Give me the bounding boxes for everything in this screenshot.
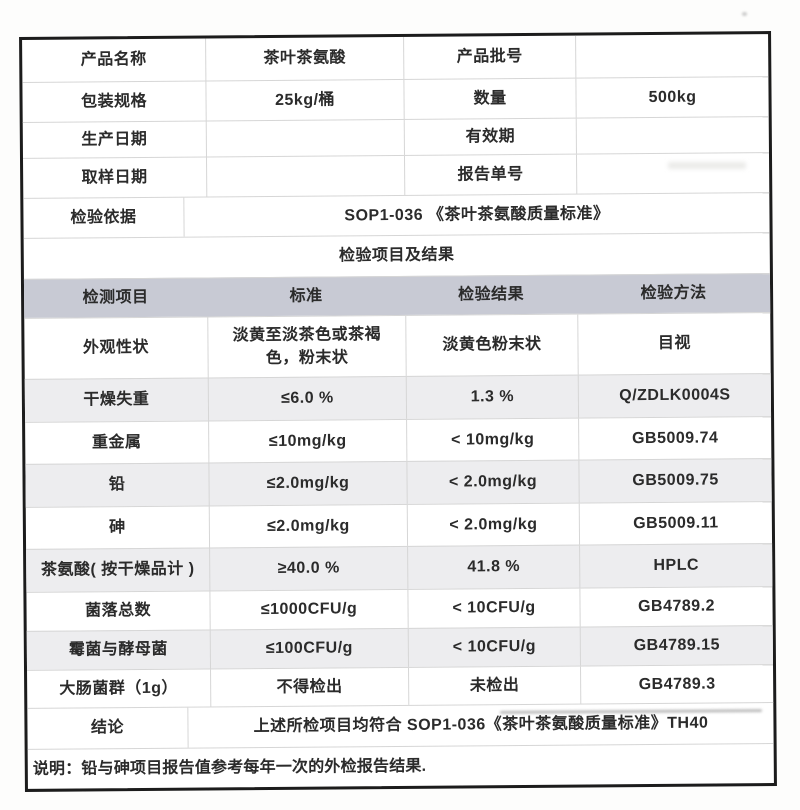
standard-value: 不得检出 [210, 667, 409, 707]
result-value: < 10CFU/g [407, 588, 580, 628]
table-row: 茶氨酸( 按干燥品计 ) ≥40.0 % 41.8 % HPLC [26, 543, 773, 592]
results-header-row: 检测项目 标准 检验结果 检验方法 [23, 273, 771, 318]
column-header: 标准 [289, 287, 323, 306]
table-row: 砷 ≤2.0mg/kg < 2.0mg/kg GB5009.11 [25, 501, 773, 549]
scan-artifact [742, 12, 747, 16]
section-title: 检验项目及结果 [338, 246, 455, 265]
inspection-report-table: 产品名称 茶叶茶氨酸 产品批号 包装规格 25kg/桶 数量 500kg 生产日… [19, 31, 777, 792]
test-item: 霉菌与酵母菌 [68, 641, 168, 659]
method-value: GB5009.75 [578, 459, 772, 503]
table-row: 大肠菌群（1g） 不得检出 未检出 GB4789.3 [27, 664, 774, 708]
table-row: 重金属 ≤10mg/kg < 10mg/kg GB5009.74 [25, 416, 772, 464]
method-value: Q/ZDLK0004S [577, 374, 772, 418]
table-row: 检验依据 SOP1-036 《茶叶茶氨酸质量标准》 [23, 192, 770, 238]
standard-value: ≤1000CFU/g [209, 589, 408, 630]
field-label: 数量 [403, 78, 576, 119]
field-value [205, 155, 405, 197]
table-row: 菌落总数 ≤1000CFU/g < 10CFU/g GB4789.2 [26, 586, 773, 631]
standard-value: ≤100CFU/g [209, 628, 409, 669]
field-label: 有效期 [403, 118, 576, 155]
test-item: 茶氨酸( 按干燥品计 ) [40, 561, 195, 580]
result-value: < 10mg/kg [406, 418, 579, 461]
method-value: GB5009.11 [578, 502, 773, 545]
scan-artifact [668, 162, 746, 169]
field-value: 500kg [575, 77, 769, 118]
table-row: 铅 ≤2.0mg/kg < 2.0mg/kg GB5009.75 [25, 458, 772, 507]
table-row: 干燥失重 ≤6.0 % 1.3 % Q/ZDLK0004S [24, 373, 772, 422]
field-value [575, 34, 769, 78]
method-value: GB4789.3 [580, 665, 774, 704]
standard-value: ≤6.0 % [207, 376, 407, 421]
column-header: 检验方法 [640, 284, 707, 303]
inspection-basis-value: SOP1-036 《茶叶茶氨酸质量标准》 [183, 193, 770, 237]
method-value: GB4789.2 [579, 587, 773, 627]
table-row: 包装规格 25kg/桶 数量 500kg [22, 76, 769, 122]
standard-value: 淡黄至淡茶色或茶褐色，粉末状 [207, 315, 406, 378]
column-header: 检验结果 [458, 286, 525, 304]
test-item: 砷 [109, 519, 126, 537]
field-label: 产品批号 [403, 35, 576, 79]
table-row: 生产日期 有效期 [22, 116, 769, 158]
table-row: 霉菌与酵母菌 ≤100CFU/g < 10CFU/g GB4789.15 [26, 625, 773, 670]
result-value: < 10CFU/g [407, 627, 581, 667]
field-value [575, 153, 770, 194]
conclusion-label: 结论 [90, 719, 125, 737]
test-item: 外观性状 [82, 339, 150, 357]
result-value: < 2.0mg/kg [406, 460, 579, 504]
method-value: 目视 [577, 313, 771, 375]
standard-value: ≥40.0 % [209, 546, 408, 591]
field-value [205, 119, 404, 157]
method-value: GB5009.74 [578, 417, 772, 460]
test-item: 重金属 [91, 433, 142, 452]
result-value: 淡黄色粉末状 [405, 314, 578, 376]
method-value: HPLC [579, 544, 773, 588]
result-value: < 2.0mg/kg [406, 503, 580, 546]
table-row: 检验项目及结果 [23, 232, 770, 279]
test-item: 大肠菌群（1g） [59, 679, 179, 698]
field-label: 报告单号 [403, 154, 577, 195]
standard-value: ≤2.0mg/kg [208, 504, 408, 548]
standard-value: ≤10mg/kg [208, 419, 407, 463]
field-value: 茶叶茶氨酸 [205, 36, 404, 81]
test-item: 菌落总数 [84, 602, 152, 620]
result-value: 41.8 % [407, 545, 580, 589]
field-value: 25kg/桶 [205, 79, 404, 121]
result-value: 未检出 [408, 666, 581, 705]
inspection-basis-label: 检验依据 [70, 208, 137, 227]
field-label: 生产日期 [81, 130, 148, 149]
result-value: 1.3 % [405, 375, 579, 419]
table-row: 外观性状 淡黄至淡茶色或茶褐色，粉末状 淡黄色粉末状 目视 [24, 312, 771, 379]
column-header: 检测项目 [82, 289, 149, 307]
field-value [575, 117, 769, 154]
method-value: GB4789.15 [579, 626, 773, 666]
table-row: 说明：铅与砷项目报告值参考每年一次的外检报告结果. [27, 743, 774, 789]
table-row: 取样日期 报告单号 [22, 152, 770, 198]
table-row: 产品名称 茶叶茶氨酸 产品批号 [22, 34, 769, 82]
test-item: 干燥失重 [83, 391, 150, 409]
footnote: 说明：铅与砷项目报告值参考每年一次的外检报告结果. [32, 757, 427, 778]
standard-value: ≤2.0mg/kg [208, 461, 407, 506]
test-item: 铅 [108, 476, 126, 494]
field-label: 取样日期 [81, 168, 148, 187]
field-label: 包装规格 [80, 92, 148, 111]
field-label: 产品名称 [80, 51, 147, 69]
